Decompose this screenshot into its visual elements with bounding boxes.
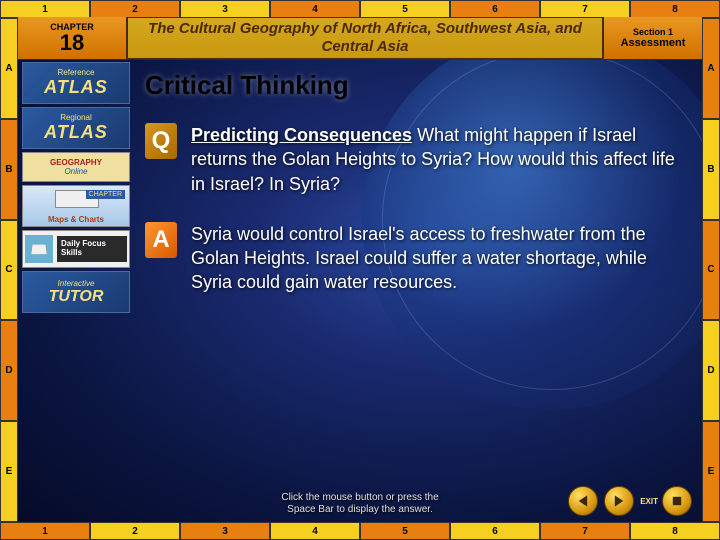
ruler-bottom: 1 2 3 4 5 6 7 8 [0, 522, 720, 540]
tutor-big-label: TUTOR [49, 288, 104, 306]
hint-line-1: Click the mouse button or press the [281, 492, 438, 504]
daily-focus-skills-button[interactable]: Daily Focus Skills [22, 230, 130, 268]
question-lead: Predicting Consequences [191, 125, 412, 145]
maps-label: Maps & Charts [48, 215, 104, 224]
ruler-seg: 2 [90, 522, 180, 540]
ruler-seg: A [702, 18, 720, 119]
nav-controls: EXIT [568, 486, 692, 516]
section-box: Section 1 Assessment [602, 17, 702, 59]
atlas-big-label: ATLAS [44, 77, 108, 98]
question-block: Q Predicting Consequences What might hap… [145, 123, 680, 196]
slide-container: 1 2 3 4 5 6 7 8 1 2 3 4 5 6 7 8 A B C D … [0, 0, 720, 540]
tutor-small-label: Interactive [58, 279, 95, 288]
main-content: Critical Thinking Q Predicting Consequen… [145, 70, 680, 480]
geography-online-button[interactable]: GEOGRAPHY Online [22, 152, 130, 182]
geo-label-1: GEOGRAPHY [50, 158, 102, 167]
ruler-seg: 8 [630, 0, 720, 18]
ruler-seg: B [702, 119, 720, 220]
ruler-seg: A [0, 18, 18, 119]
reference-atlas-button[interactable]: Reference ATLAS [22, 62, 130, 104]
header-title: The Cultural Geography of North Africa, … [128, 20, 602, 56]
ruler-seg: E [702, 421, 720, 522]
maps-charts-button[interactable]: CHAPTER Maps & Charts [22, 185, 130, 227]
ruler-seg: 5 [360, 0, 450, 18]
ruler-seg: B [0, 119, 18, 220]
answer-icon: A [145, 222, 177, 258]
ruler-seg: D [702, 320, 720, 421]
ruler-seg: 5 [360, 522, 450, 540]
ruler-seg: 7 [540, 0, 630, 18]
question-icon: Q [145, 123, 177, 159]
triangle-left-icon [576, 494, 590, 508]
chapter-box: CHAPTER 18 [18, 17, 128, 59]
ruler-seg: 3 [180, 0, 270, 18]
ruler-seg: C [0, 220, 18, 321]
exit-label: EXIT [640, 497, 658, 506]
atlas-big-label: ATLAS [44, 122, 108, 143]
ruler-top: 1 2 3 4 5 6 7 8 [0, 0, 720, 18]
geo-label-2: Online [64, 167, 87, 176]
ruler-seg: 6 [450, 522, 540, 540]
prev-button[interactable] [568, 486, 598, 516]
regional-atlas-button[interactable]: Regional ATLAS [22, 107, 130, 149]
ruler-seg: D [0, 320, 18, 421]
footer-hint: Click the mouse button or press the Spac… [281, 492, 438, 516]
ruler-right: A B C D E [702, 18, 720, 522]
chapter-chip: CHAPTER [86, 190, 125, 199]
exit-button[interactable] [662, 486, 692, 516]
ruler-seg: 6 [450, 0, 540, 18]
answer-block: A Syria would control Israel's access to… [145, 222, 680, 295]
ruler-seg: E [0, 421, 18, 522]
section-name: Assessment [621, 37, 686, 49]
ruler-seg: 8 [630, 522, 720, 540]
atlas-small-label: Regional [60, 113, 92, 122]
next-button[interactable] [604, 486, 634, 516]
square-icon [670, 494, 684, 508]
answer-text: Syria would control Israel's access to f… [191, 222, 680, 295]
ruler-seg: C [702, 220, 720, 321]
sidebar: Reference ATLAS Regional ATLAS GEOGRAPHY… [22, 62, 130, 313]
ruler-seg: 4 [270, 522, 360, 540]
atlas-small-label: Reference [58, 68, 95, 77]
interactive-tutor-button[interactable]: Interactive TUTOR [22, 271, 130, 313]
triangle-right-icon [612, 494, 626, 508]
ruler-seg: 3 [180, 522, 270, 540]
ruler-seg: 2 [90, 0, 180, 18]
hint-line-2: Space Bar to display the answer. [281, 504, 438, 516]
projector-icon [25, 235, 53, 263]
header-bar: CHAPTER 18 The Cultural Geography of Nor… [18, 18, 702, 60]
ruler-seg: 7 [540, 522, 630, 540]
question-text: Predicting Consequences What might happe… [191, 123, 680, 196]
ruler-left: A B C D E [0, 18, 18, 522]
ruler-seg: 1 [0, 0, 90, 18]
ruler-seg: 4 [270, 0, 360, 18]
section-label: Section 1 [633, 27, 673, 37]
chapter-number: 18 [60, 32, 84, 54]
ruler-seg: 1 [0, 522, 90, 540]
focus-label: Daily Focus Skills [57, 236, 127, 262]
slide-heading: Critical Thinking [145, 70, 680, 101]
